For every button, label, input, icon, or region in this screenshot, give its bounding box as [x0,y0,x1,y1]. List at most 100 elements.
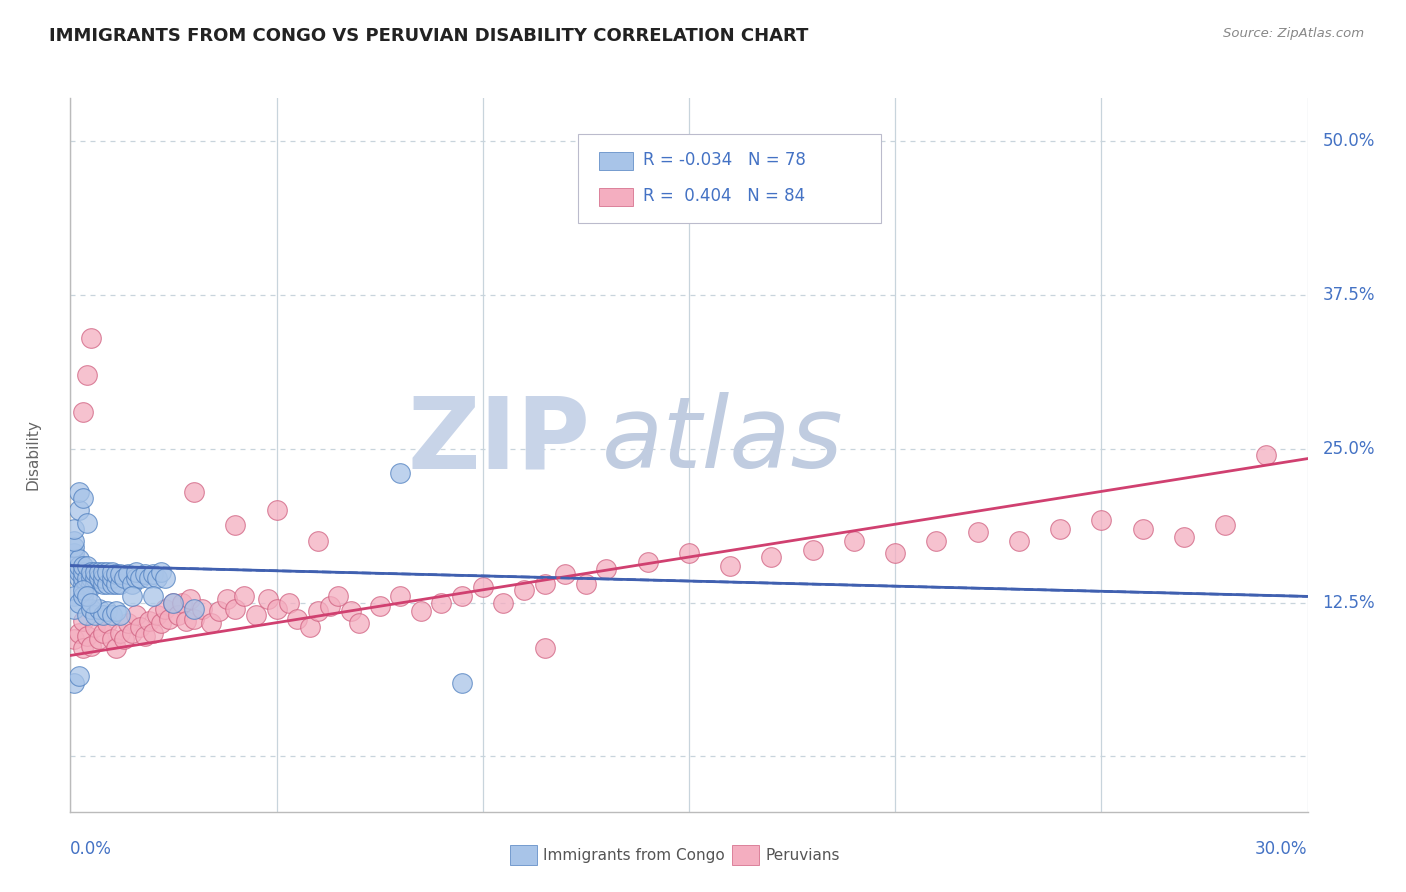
Point [138,614,160,628]
Point [347,616,370,631]
Point [80,577,103,591]
Point [76,607,98,622]
Point [72,491,94,505]
Point [451,675,474,690]
Text: Disability: Disability [25,419,41,491]
Point [104,641,127,656]
Point [389,590,412,604]
Text: Peruvians: Peruvians [766,847,841,863]
Point [801,542,824,557]
Point [884,546,907,560]
Point [245,607,267,622]
Point [307,604,329,618]
Point [208,604,231,618]
Point [104,567,127,582]
Point [492,596,515,610]
Text: 37.5%: 37.5% [1323,286,1375,304]
Point [319,599,342,614]
Point [72,571,94,585]
Point [76,577,98,591]
Point [277,596,299,610]
Point [1173,530,1195,544]
Point [100,571,122,585]
Text: 50.0%: 50.0% [1323,132,1375,150]
Point [96,616,118,631]
Text: 12.5%: 12.5% [1323,593,1375,612]
Point [129,620,152,634]
Point [166,607,188,622]
Point [1256,448,1278,462]
Point [80,571,103,585]
Point [307,534,329,549]
Point [76,590,98,604]
Text: 30.0%: 30.0% [1256,840,1308,858]
Point [1049,522,1071,536]
Point [72,614,94,628]
Point [80,565,103,579]
Point [298,620,321,634]
Point [368,599,391,614]
Point [67,571,90,585]
Point [76,571,98,585]
Point [121,626,143,640]
Point [215,591,238,606]
Point [100,565,122,579]
Point [389,467,412,481]
Point [678,546,700,560]
Point [134,567,156,582]
Text: Source: ZipAtlas.com: Source: ZipAtlas.com [1223,27,1364,40]
Point [1008,534,1031,549]
Point [183,601,205,615]
Point [150,616,173,631]
Point [183,484,205,499]
Point [232,590,254,604]
Point [925,534,948,549]
Point [76,368,98,382]
Point [67,558,90,573]
Point [1213,518,1236,533]
Point [67,552,90,566]
Point [63,558,86,573]
Point [129,571,152,585]
Point [266,503,288,517]
Point [63,675,86,690]
Point [104,577,127,591]
Point [63,590,86,604]
Point [63,601,86,615]
Point [63,534,86,549]
Point [100,632,122,647]
Point [1132,522,1154,536]
Point [174,614,197,628]
Point [112,571,135,585]
Point [89,571,111,585]
Point [112,632,135,647]
Point [89,632,111,647]
Point [108,607,131,622]
Point [63,546,86,560]
Point [285,611,308,625]
Text: R =  0.404   N = 84: R = 0.404 N = 84 [643,187,806,205]
Point [430,596,453,610]
Point [125,607,148,622]
Point [108,577,131,591]
Point [72,641,94,656]
Point [451,590,474,604]
Bar [509,846,537,865]
FancyBboxPatch shape [578,134,880,223]
Text: atlas: atlas [602,392,844,489]
Point [339,604,361,618]
Point [63,540,86,554]
Point [63,558,86,573]
Point [183,611,205,625]
Point [138,571,160,585]
Text: R = -0.034   N = 78: R = -0.034 N = 78 [643,152,806,169]
Text: Immigrants from Congo: Immigrants from Congo [543,847,724,863]
Point [91,626,114,640]
Bar [599,188,633,206]
Point [125,571,148,585]
Point [108,626,131,640]
Text: ZIP: ZIP [408,392,591,489]
Point [121,590,143,604]
Point [67,669,90,683]
Point [76,629,98,643]
